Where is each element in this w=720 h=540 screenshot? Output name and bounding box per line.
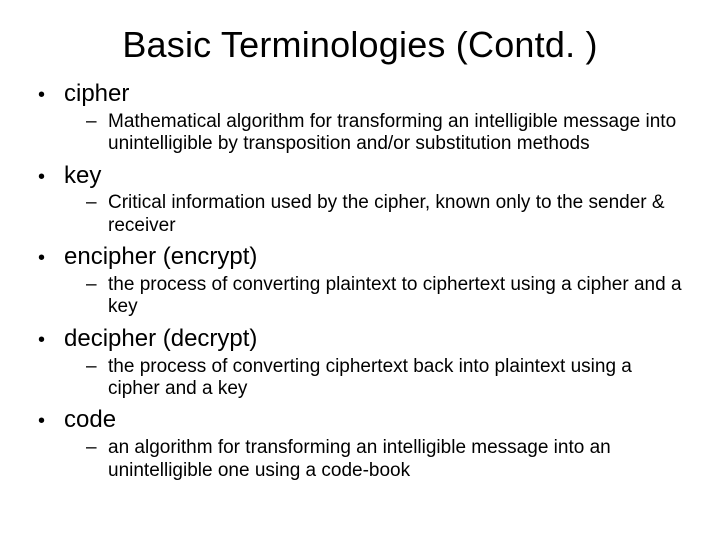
- term-label: encipher (encrypt): [64, 243, 257, 272]
- dash-icon: –: [86, 192, 108, 214]
- list-item: • decipher (decrypt) – the process of co…: [30, 325, 690, 401]
- term-row: • key: [38, 162, 690, 191]
- term-label: cipher: [64, 80, 129, 109]
- dash-icon: –: [86, 111, 108, 133]
- list-item: • encipher (encrypt) – the process of co…: [30, 243, 690, 319]
- term-row: • encipher (encrypt): [38, 243, 690, 272]
- list-item: • key – Critical information used by the…: [30, 162, 690, 238]
- definition-text: Mathematical algorithm for transforming …: [108, 111, 682, 156]
- list-item: • cipher – Mathematical algorithm for tr…: [30, 80, 690, 156]
- definition-item: – the process of converting plaintext to…: [86, 274, 682, 319]
- term-row: • decipher (decrypt): [38, 325, 690, 354]
- definition-text: an algorithm for transforming an intelli…: [108, 437, 682, 482]
- bullet-icon: •: [38, 165, 64, 189]
- definition-item: – Mathematical algorithm for transformin…: [86, 111, 682, 156]
- bullet-icon: •: [38, 409, 64, 433]
- term-row: • cipher: [38, 80, 690, 109]
- dash-icon: –: [86, 274, 108, 296]
- definition-item: – an algorithm for transforming an intel…: [86, 437, 682, 482]
- term-label: key: [64, 162, 101, 191]
- definition-item: – Critical information used by the ciphe…: [86, 192, 682, 237]
- bullet-icon: •: [38, 83, 64, 107]
- term-row: • code: [38, 406, 690, 435]
- definition-list: – the process of converting plaintext to…: [30, 274, 690, 319]
- term-label: code: [64, 406, 116, 435]
- bullet-icon: •: [38, 246, 64, 270]
- definition-text: the process of converting ciphertext bac…: [108, 356, 682, 401]
- slide-container: Basic Terminologies (Contd. ) • cipher –…: [0, 0, 720, 540]
- definition-list: – the process of converting ciphertext b…: [30, 356, 690, 401]
- dash-icon: –: [86, 356, 108, 378]
- definition-text: the process of converting plaintext to c…: [108, 274, 682, 319]
- definition-list: – Mathematical algorithm for transformin…: [30, 111, 690, 156]
- definition-list: – Critical information used by the ciphe…: [30, 192, 690, 237]
- bullet-icon: •: [38, 328, 64, 352]
- list-item: • code – an algorithm for transforming a…: [30, 406, 690, 482]
- definition-list: – an algorithm for transforming an intel…: [30, 437, 690, 482]
- slide-title: Basic Terminologies (Contd. ): [30, 24, 690, 66]
- definition-text: Critical information used by the cipher,…: [108, 192, 682, 237]
- term-label: decipher (decrypt): [64, 325, 257, 354]
- dash-icon: –: [86, 437, 108, 459]
- terms-list: • cipher – Mathematical algorithm for tr…: [30, 80, 690, 482]
- definition-item: – the process of converting ciphertext b…: [86, 356, 682, 401]
